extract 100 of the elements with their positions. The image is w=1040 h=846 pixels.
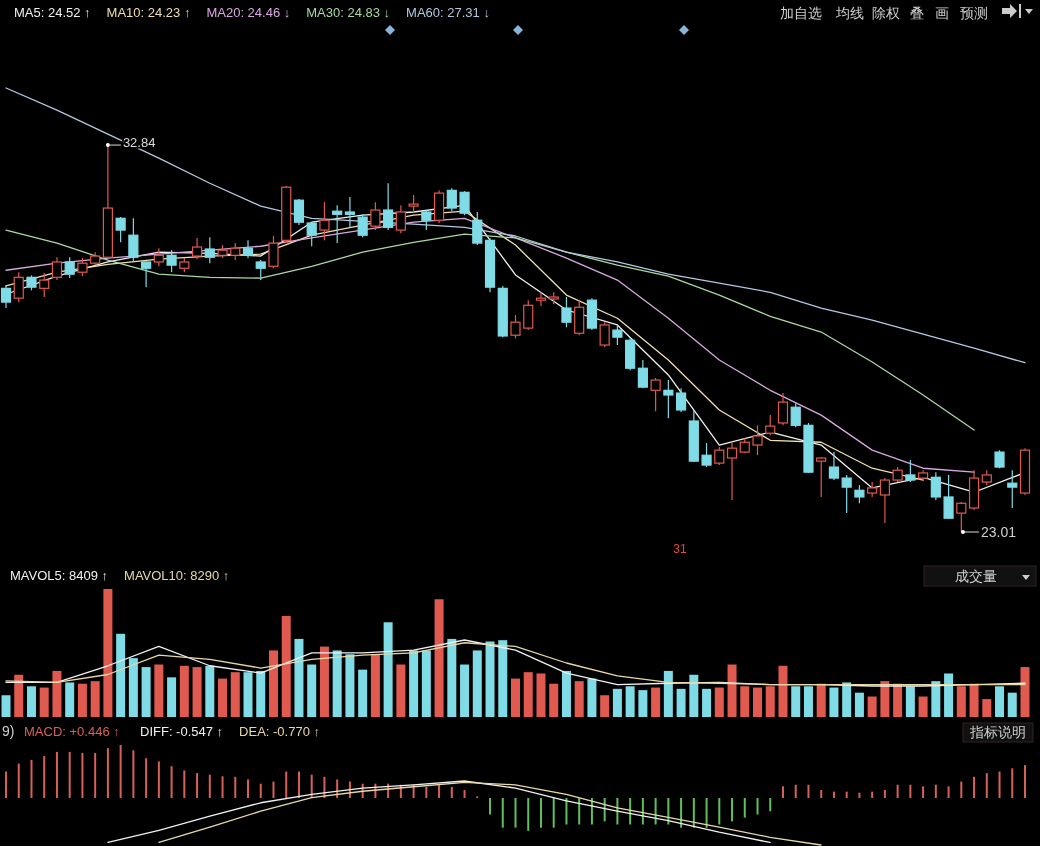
candlestick [64, 256, 75, 279]
bar [39, 687, 49, 717]
candlestick [701, 442, 712, 468]
bar [995, 686, 1005, 717]
bar [820, 790, 823, 798]
bar [527, 798, 530, 831]
candlestick [395, 204, 406, 234]
bar [1007, 692, 1017, 717]
candlestick [332, 204, 343, 244]
bar [154, 664, 164, 717]
bar [781, 786, 784, 798]
bar [17, 763, 20, 798]
bar [705, 798, 708, 828]
candlestick [51, 256, 63, 281]
bar [816, 683, 826, 717]
bar [612, 688, 622, 717]
bar [132, 750, 135, 798]
bar [539, 798, 542, 828]
candlestick [306, 221, 317, 247]
candlestick [765, 414, 776, 436]
candlestick [39, 272, 50, 298]
bar [106, 748, 109, 798]
bar [689, 674, 699, 717]
bar [871, 791, 874, 798]
bar [157, 761, 160, 798]
candlestick [370, 201, 381, 231]
candlestick [828, 451, 840, 481]
candlestick [344, 196, 356, 228]
bar [438, 784, 441, 798]
bar [55, 751, 58, 798]
candlestick [319, 201, 330, 241]
candlestick [115, 216, 126, 243]
bar [94, 752, 97, 798]
candlestick [599, 321, 610, 348]
bar [128, 658, 138, 717]
candlestick [1007, 469, 1018, 509]
bar [1, 695, 11, 717]
bar [794, 784, 797, 798]
bar [714, 687, 724, 717]
bar [285, 771, 288, 798]
bar [740, 686, 750, 717]
candlestick [637, 359, 648, 389]
bar [81, 752, 84, 798]
candlestick [408, 194, 419, 214]
bar [587, 678, 597, 717]
candlestick [841, 474, 852, 514]
bar [702, 688, 712, 717]
bar [77, 683, 87, 717]
candlestick [752, 424, 763, 456]
text: MA10: 24.23 ↑ [106, 5, 191, 20]
candlestick [459, 190, 470, 216]
bar [259, 783, 262, 798]
bar [208, 774, 211, 798]
bar [14, 674, 24, 717]
bar [319, 646, 329, 717]
bar [905, 686, 915, 717]
candlestick [535, 291, 547, 307]
bar [731, 798, 734, 822]
bar [247, 779, 250, 798]
candlestick [446, 187, 457, 212]
bar [578, 798, 581, 825]
bar [1024, 765, 1026, 798]
bar [370, 654, 380, 717]
candlestick [675, 387, 687, 413]
bar [1020, 667, 1030, 717]
bar [807, 784, 810, 798]
bar [119, 745, 122, 798]
text: DEA: -0.770 ↑ [239, 724, 321, 739]
bar [179, 665, 189, 717]
bar [472, 650, 482, 717]
bar [68, 751, 71, 798]
bar [641, 798, 644, 825]
bar [549, 683, 559, 717]
candlestick [204, 236, 215, 264]
bar [536, 673, 546, 717]
bar [447, 638, 457, 717]
bar [858, 792, 861, 798]
bar [743, 798, 746, 818]
text: 预测 [960, 5, 988, 21]
candlestick [510, 314, 521, 339]
bar [463, 790, 466, 798]
text: 成交量 [955, 568, 997, 584]
candlestick [612, 324, 623, 346]
bar [676, 688, 686, 717]
bar [896, 784, 899, 798]
bar [272, 781, 275, 798]
candlestick [383, 182, 394, 231]
candlestick [421, 209, 432, 231]
bar [934, 784, 937, 798]
candlestick [930, 471, 941, 501]
bar [281, 615, 291, 717]
bar [434, 599, 444, 717]
text: 9) [2, 723, 15, 739]
bar [998, 771, 1001, 798]
candlestick [166, 249, 177, 273]
bar [791, 686, 801, 717]
bar [663, 670, 673, 717]
candlestick [663, 379, 674, 419]
candlestick [153, 247, 164, 267]
bar [409, 650, 419, 717]
